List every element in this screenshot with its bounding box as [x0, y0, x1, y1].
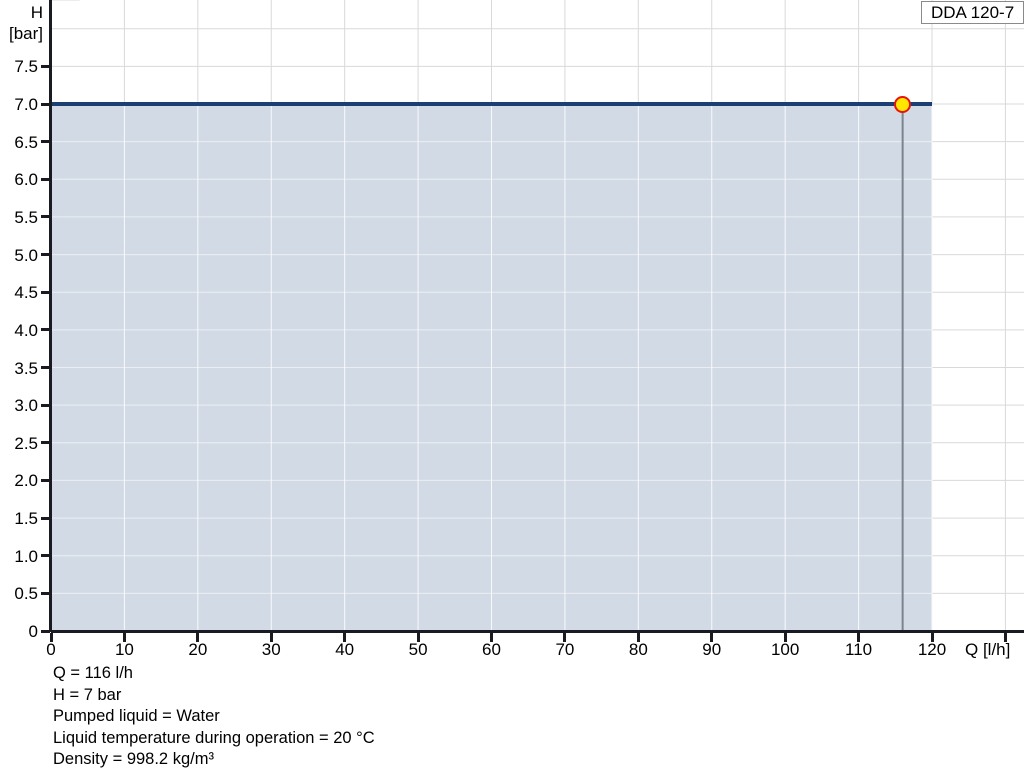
legend-label: DDA 120-7 — [931, 3, 1015, 22]
x-axis-line — [51, 630, 1024, 633]
y-axis-tick-label: 6.0 — [14, 170, 38, 190]
x-axis-tick — [1003, 633, 1007, 642]
y-axis-tick — [41, 478, 50, 482]
x-axis-tick — [783, 633, 787, 642]
y-axis-tick — [41, 177, 50, 181]
x-axis-tick-label: 0 — [46, 640, 56, 659]
y-axis-tick — [41, 253, 50, 257]
x-axis-tick — [857, 633, 861, 642]
y-axis-title-line1: H — [30, 3, 43, 22]
y-axis-tick-label: 4.5 — [14, 283, 38, 303]
caption-line-flow: Q = 116 l/h — [53, 664, 133, 682]
duty-point-marker[interactable] — [894, 95, 912, 113]
x-axis-tick — [563, 633, 567, 642]
y-axis-tick-label: 0 — [28, 622, 38, 641]
y-axis-tick-label: 5.5 — [14, 207, 38, 227]
x-axis-title: Q [l/h] — [965, 640, 1011, 659]
y-axis-title-line2: [bar] — [8, 24, 43, 43]
y-axis-tick — [41, 629, 50, 633]
caption-line-liquid: Pumped liquid = Water — [53, 707, 220, 726]
y-axis-tick-label: 3.5 — [14, 358, 38, 378]
x-axis-tick-label: 20 — [188, 640, 208, 659]
x-axis-tick-label: 70 — [555, 640, 575, 659]
x-axis-tick-label: 110 — [845, 640, 873, 659]
y-axis-tick — [41, 441, 50, 445]
x-axis-tick — [930, 633, 934, 642]
y-axis-tick — [41, 102, 50, 106]
y-axis-tick-label: 7.0 — [14, 95, 38, 114]
x-axis-tick — [49, 633, 53, 642]
y-axis-tick — [41, 516, 50, 520]
x-axis-tick-label: 100 — [770, 640, 800, 659]
y-axis-tick — [41, 215, 50, 219]
x-axis-tick-label: 50 — [408, 640, 428, 659]
y-axis-tick — [41, 140, 50, 144]
caption-line-density: Density = 998.2 kg/m³ — [53, 750, 214, 769]
y-axis-tick — [41, 554, 50, 558]
y-axis-tick-label: 1.0 — [14, 546, 38, 566]
chart-curve-layer — [51, 102, 933, 631]
plot-area — [51, 0, 1024, 631]
legend-box: DDA 120-7 — [921, 1, 1024, 24]
y-axis-tick — [41, 328, 50, 332]
y-axis-tick-label: 6.5 — [14, 132, 38, 152]
y-axis-tick-label: 4.0 — [14, 320, 38, 340]
x-axis-tick — [343, 633, 347, 642]
x-axis-tick-label: 120 — [917, 640, 947, 659]
x-axis-tick — [122, 633, 126, 642]
caption-line-head: H = 7 bar — [53, 685, 122, 704]
y-axis-tick-label: 2.5 — [14, 433, 38, 453]
y-axis-tick-label: 2.0 — [14, 471, 38, 491]
y-axis-tick-label: 5.0 — [14, 245, 38, 265]
y-axis-tick — [41, 591, 50, 595]
y-axis-tick — [41, 290, 50, 294]
y-axis-tick-label: 3.0 — [14, 396, 38, 416]
y-axis-tick — [41, 64, 50, 68]
y-axis-tick-label: 1.5 — [14, 509, 38, 529]
y-axis-tick-label: 0.5 — [14, 584, 38, 604]
y-axis-title: H [bar] — [0, 2, 43, 44]
y-axis-tick-label: 7.5 — [14, 57, 38, 77]
x-axis-tick — [636, 633, 640, 642]
x-axis-tick — [196, 633, 200, 642]
x-axis-tick-label: 40 — [335, 640, 355, 659]
x-axis-tick — [490, 633, 493, 642]
x-axis-tick-label: 10 — [114, 640, 134, 659]
y-axis-tick — [41, 403, 50, 407]
x-axis-tick — [269, 633, 273, 642]
x-axis-tick-label: 80 — [628, 640, 648, 659]
x-axis-tick-label: 60 — [482, 640, 501, 659]
x-axis-tick-label: 90 — [702, 640, 722, 659]
chart-caption: Q = 116 l/h H = 7 bar Pumped liquid = Wa… — [53, 663, 375, 771]
x-axis-tick-label: 30 — [261, 640, 281, 659]
y-axis-line — [49, 0, 52, 632]
x-axis-tick — [710, 633, 714, 642]
x-axis-tick — [416, 633, 420, 642]
y-axis-tick — [41, 366, 50, 369]
caption-line-temperature: Liquid temperature during operation = 20… — [53, 728, 375, 747]
